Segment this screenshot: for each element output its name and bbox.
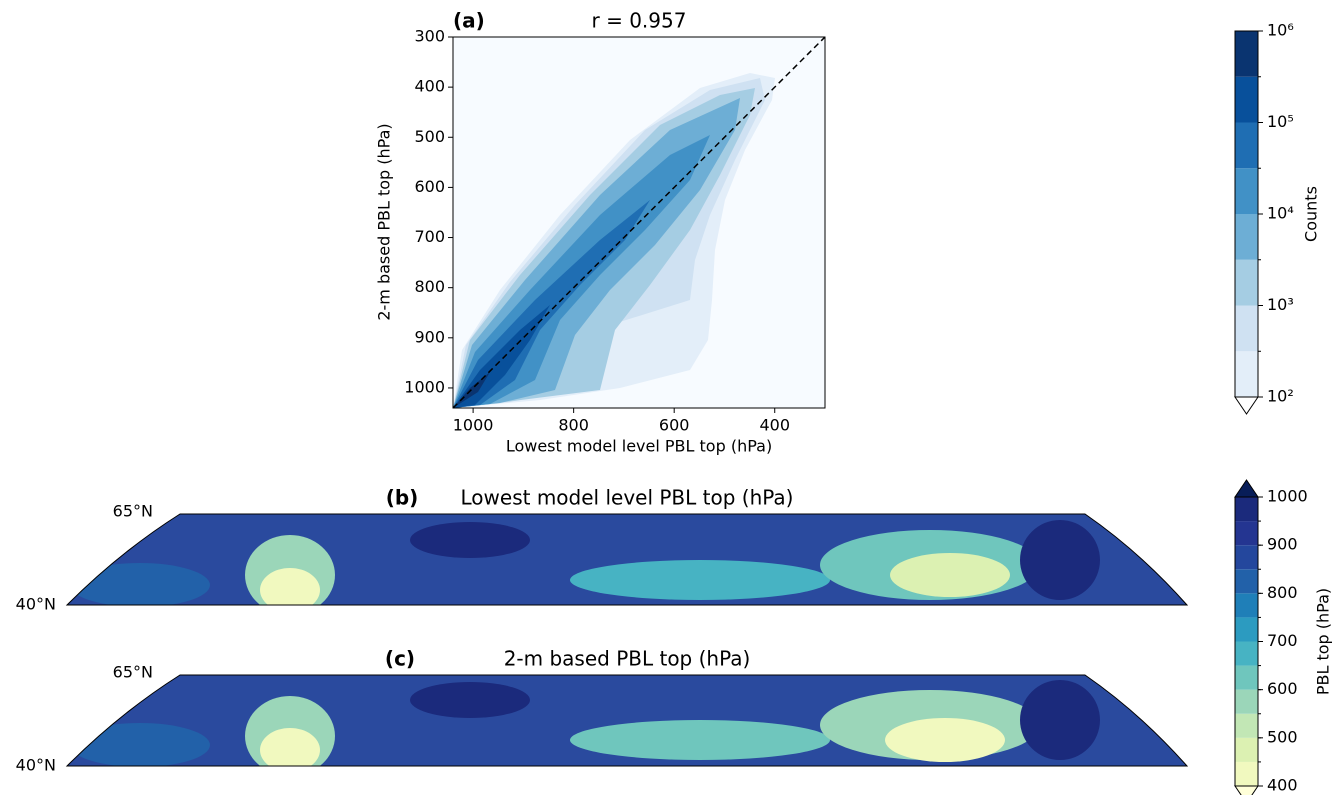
colorbar-tick-label: 500 — [1267, 727, 1298, 746]
colorbar-band — [1235, 521, 1258, 546]
map-title: Lowest model level PBL top (hPa) — [461, 486, 794, 510]
colorbar-band — [1235, 689, 1258, 714]
panel-label: (c) — [385, 647, 415, 671]
colorbar-band — [1235, 737, 1258, 762]
colorbar-band — [1235, 641, 1258, 666]
colorbar-extend — [1234, 479, 1259, 498]
colorbar-tick-label: 600 — [1267, 679, 1298, 698]
colorbar-band — [1235, 761, 1258, 786]
panel-label: (b) — [386, 486, 419, 510]
y-tick-label: 700 — [414, 227, 445, 246]
y-tick-label: 1000 — [404, 377, 445, 396]
colorbar-band — [1235, 122, 1258, 169]
y-tick-label: 400 — [414, 77, 445, 96]
colorbar-band — [1235, 569, 1258, 594]
colorbar-tick-label: 10⁶ — [1267, 21, 1294, 40]
colorbar-tick-label: 1000 — [1267, 487, 1308, 506]
x-tick-label: 800 — [558, 416, 589, 435]
colorbar-tick-label: 900 — [1267, 535, 1298, 554]
map-b — [65, 513, 1189, 606]
colorbar-band — [1235, 351, 1258, 397]
one-to-one-line — [452, 36, 826, 409]
colorbar-tick-label: 10⁴ — [1267, 204, 1294, 223]
map-c — [65, 674, 1189, 767]
map-title: 2-m based PBL top (hPa) — [504, 647, 751, 671]
y-tick-label: 900 — [414, 327, 445, 346]
x-tick-label: 600 — [659, 416, 690, 435]
density-contours — [453, 73, 775, 408]
lat-label: 65°N — [113, 502, 153, 521]
lat-label: 40°N — [16, 756, 56, 775]
colorbar-band — [1235, 593, 1258, 618]
colorbar-tick-label: 800 — [1267, 583, 1298, 602]
y-axis-label: 2-m based PBL top (hPa) — [375, 123, 394, 320]
colorbar-extend — [1234, 396, 1259, 415]
colorbar-band — [1235, 168, 1258, 214]
colorbar-tick-label: 10² — [1267, 387, 1294, 406]
x-tick-label: 1000 — [453, 416, 494, 435]
colorbar-band — [1235, 617, 1258, 642]
colorbar-band — [1235, 545, 1258, 570]
colorbar-tick-label: 10⁵ — [1267, 112, 1294, 131]
colorbar-tick-label: 700 — [1267, 631, 1298, 650]
colorbar-band — [1235, 305, 1258, 352]
colorbar-label: Counts — [1302, 186, 1321, 242]
y-tick-label: 800 — [414, 277, 445, 296]
colorbar-tick-label: 400 — [1267, 776, 1298, 795]
colorbar-extend — [1234, 785, 1259, 799]
lat-label: 65°N — [113, 663, 153, 682]
y-tick-label: 500 — [414, 127, 445, 146]
y-tick-label: 300 — [414, 27, 445, 46]
panel-label: (a) — [453, 9, 485, 33]
colorbar-band — [1235, 214, 1258, 260]
colorbar-band — [1235, 76, 1258, 123]
x-tick-label: 400 — [759, 416, 790, 435]
chart-title: r = 0.957 — [592, 9, 687, 33]
y-tick-label: 600 — [414, 177, 445, 196]
plot-frame — [452, 36, 826, 409]
colorbar-band — [1235, 665, 1258, 690]
colorbar-label: PBL top (hPa) — [1314, 588, 1333, 695]
colorbar-band — [1235, 259, 1258, 306]
colorbar-band — [1235, 31, 1258, 77]
x-axis-label: Lowest model level PBL top (hPa) — [506, 437, 772, 456]
colorbar-band — [1235, 497, 1258, 522]
colorbar-band — [1235, 713, 1258, 738]
lat-label: 40°N — [16, 595, 56, 614]
colorbar-tick-label: 10³ — [1267, 295, 1294, 314]
